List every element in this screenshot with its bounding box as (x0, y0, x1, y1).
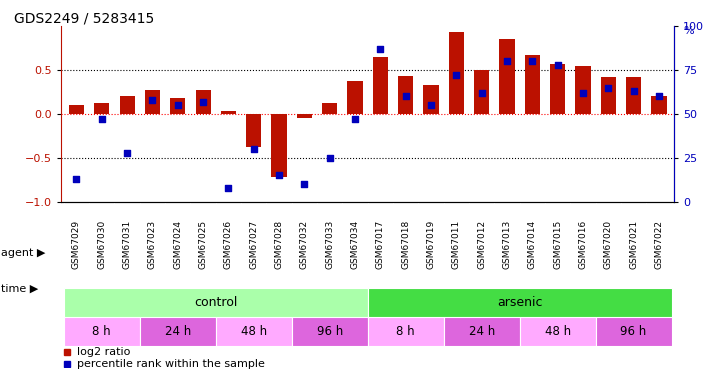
Text: arsenic: arsenic (497, 296, 542, 309)
Point (628, 88, 640, 94)
Point (476, 90, 487, 96)
Point (400, 93, 412, 99)
Text: 48 h: 48 h (544, 325, 571, 338)
Bar (550, 64, 565, 114)
Bar (297, 114, 312, 117)
Text: GSM67033: GSM67033 (325, 220, 335, 269)
Text: GSM67019: GSM67019 (427, 220, 435, 269)
Bar (348, 81, 363, 114)
Bar (448, 32, 464, 114)
Text: GSM67017: GSM67017 (376, 220, 385, 269)
Bar (94, 104, 110, 114)
Point (324, 155, 335, 161)
Bar (322, 104, 337, 114)
Text: GSM67029: GSM67029 (72, 220, 81, 269)
Bar (474, 70, 490, 114)
Text: GSM67030: GSM67030 (97, 220, 106, 269)
Text: log2 ratio: log2 ratio (76, 348, 130, 357)
Point (349, 116, 360, 122)
Point (451, 72, 462, 78)
Bar (520, 317, 596, 346)
Text: GSM67026: GSM67026 (224, 220, 233, 269)
Point (223, 185, 234, 191)
Bar (575, 66, 590, 114)
Text: GDS2249 / 5283415: GDS2249 / 5283415 (14, 11, 155, 25)
Bar (292, 317, 368, 346)
Point (578, 90, 589, 96)
Bar (120, 96, 135, 114)
Text: agent ▶: agent ▶ (1, 248, 45, 258)
Bar (398, 76, 413, 114)
Text: GSM67023: GSM67023 (148, 220, 157, 269)
Point (198, 99, 209, 105)
Point (501, 58, 513, 64)
Point (71, 176, 82, 182)
Point (552, 62, 563, 68)
Bar (64, 288, 368, 317)
Text: 24 h: 24 h (164, 325, 191, 338)
Point (248, 146, 260, 152)
Text: GSM67013: GSM67013 (503, 220, 511, 269)
Bar (500, 39, 515, 114)
Bar (423, 85, 438, 114)
Point (425, 102, 437, 108)
Text: GSM67021: GSM67021 (629, 220, 638, 269)
Text: GSM67034: GSM67034 (350, 220, 360, 269)
Text: GSM67012: GSM67012 (477, 220, 486, 269)
Bar (596, 317, 671, 346)
Text: GSM67032: GSM67032 (300, 220, 309, 269)
Bar (601, 77, 616, 114)
Text: GSM67011: GSM67011 (452, 220, 461, 269)
Text: GSM67018: GSM67018 (401, 220, 410, 269)
Point (603, 85, 614, 91)
Text: percentile rank within the sample: percentile rank within the sample (76, 359, 265, 369)
Text: GSM67025: GSM67025 (198, 220, 208, 269)
Bar (525, 55, 540, 114)
Bar (373, 57, 388, 114)
Bar (195, 90, 211, 114)
Text: 8 h: 8 h (397, 325, 415, 338)
Bar (170, 98, 185, 114)
Text: GSM67024: GSM67024 (173, 220, 182, 269)
Point (375, 46, 386, 52)
Text: %: % (684, 26, 694, 36)
Bar (368, 288, 671, 317)
Text: GSM67020: GSM67020 (603, 220, 613, 269)
Text: 48 h: 48 h (241, 325, 267, 338)
Point (298, 181, 310, 187)
Text: GSM67022: GSM67022 (655, 220, 663, 269)
Bar (69, 105, 84, 114)
Bar (216, 317, 292, 346)
Point (172, 102, 184, 108)
Bar (221, 111, 236, 114)
Text: 96 h: 96 h (317, 325, 343, 338)
Text: GSM67014: GSM67014 (528, 220, 537, 269)
Text: time ▶: time ▶ (1, 284, 38, 294)
Point (96, 116, 107, 122)
Bar (368, 317, 443, 346)
Text: GSM67015: GSM67015 (553, 220, 562, 269)
Point (653, 93, 665, 99)
Text: 24 h: 24 h (469, 325, 495, 338)
Bar (272, 114, 287, 177)
Bar (651, 96, 666, 114)
Bar (145, 90, 160, 114)
Text: GSM67031: GSM67031 (123, 220, 132, 269)
Text: GSM67028: GSM67028 (275, 220, 283, 269)
Text: 96 h: 96 h (621, 325, 647, 338)
Text: GSM67016: GSM67016 (578, 220, 588, 269)
Text: control: control (194, 296, 237, 309)
Bar (246, 114, 261, 147)
Point (273, 172, 285, 178)
Bar (626, 77, 641, 114)
Text: 8 h: 8 h (92, 325, 111, 338)
Text: GSM67027: GSM67027 (249, 220, 258, 269)
Point (121, 150, 133, 156)
Bar (443, 317, 520, 346)
Bar (140, 317, 216, 346)
Point (146, 97, 158, 103)
Point (526, 58, 538, 64)
Bar (64, 317, 140, 346)
